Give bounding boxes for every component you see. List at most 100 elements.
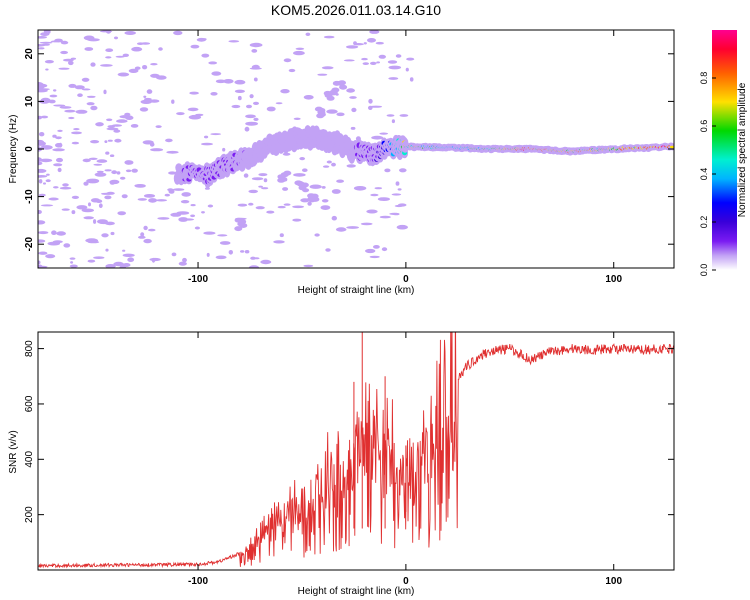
noise-speck [263, 178, 268, 183]
noise-speck [38, 175, 48, 178]
lower-blobs [298, 185, 307, 191]
spectrogram-ylabel: Frequency (Hz) [8, 115, 19, 184]
noise-speck [107, 125, 115, 129]
noise-speck [234, 79, 246, 85]
noise-speck [38, 146, 41, 149]
noise-speck [38, 179, 43, 184]
noise-speck [69, 264, 78, 268]
noise-speck [105, 56, 112, 59]
noise-speck [38, 139, 45, 145]
noise-speck [211, 71, 222, 76]
noise-speck [106, 127, 119, 131]
noise-speck [399, 114, 409, 117]
noise-speck [81, 77, 90, 82]
noise-speck [143, 194, 156, 198]
noise-speck [45, 254, 56, 259]
noise-speck [131, 168, 138, 173]
noise-speck [397, 188, 402, 191]
upper-blobs [332, 80, 341, 86]
noise-speck [81, 88, 91, 91]
noise-speck [100, 64, 113, 67]
noise-speck [251, 177, 264, 181]
noise-speck [104, 169, 112, 172]
noise-speck [43, 30, 48, 33]
noise-speck [201, 211, 205, 214]
snr-panel: -100 0 100 200 400 600 800 Height of straight … [8, 331, 675, 597]
noise-speck [71, 210, 76, 215]
noise-speck [150, 62, 158, 66]
noise-speck [409, 77, 414, 82]
noise-speck [83, 35, 95, 41]
colorbar-tick-label: 0.4 [699, 168, 709, 181]
colorbar: 0.0 0.2 0.4 0.6 0.8 Normalized spectral ampl… [699, 30, 748, 276]
noise-speck [86, 102, 95, 106]
noise-speck [43, 182, 46, 185]
noise-speck [309, 184, 322, 189]
noise-speck [96, 170, 104, 173]
noise-speck [38, 89, 48, 93]
ridge-core [669, 145, 674, 149]
noise-speck [210, 92, 218, 96]
noise-speck [375, 41, 384, 45]
noise-speck [250, 256, 256, 260]
noise-speck [371, 135, 384, 140]
snr-xlabel: Height of straight line (km) [298, 586, 415, 597]
noise-speck [335, 227, 347, 232]
noise-speck [120, 176, 126, 180]
noise-speck [261, 187, 269, 190]
snr-ytick-label: 400 [24, 451, 35, 468]
noise-speck [370, 61, 377, 65]
snr-xtick-label: 100 [605, 576, 622, 587]
noise-speck [376, 61, 380, 64]
noise-speck [83, 216, 94, 220]
spectrogram-ytick-label: -20 [24, 237, 35, 252]
noise-speck [131, 46, 143, 52]
noise-speck [391, 193, 402, 196]
noise-speck [98, 203, 103, 208]
noise-speck [61, 208, 70, 211]
noise-speck [388, 77, 399, 80]
noise-speck [38, 264, 43, 268]
noise-speck [73, 128, 80, 131]
noise-speck [336, 112, 345, 117]
noise-speck [143, 238, 152, 244]
noise-speck [258, 173, 268, 177]
noise-speck [369, 255, 380, 259]
noise-speck [204, 187, 210, 190]
noise-speck [182, 257, 187, 263]
snr-ytick-label: 800 [24, 340, 35, 357]
noise-speck [134, 66, 141, 70]
noise-speck [187, 107, 199, 112]
noise-speck [172, 188, 185, 191]
noise-speck [57, 129, 63, 132]
noise-speck [392, 212, 400, 216]
noise-speck [127, 257, 135, 263]
noise-speck [302, 168, 308, 172]
noise-speck [90, 198, 101, 203]
noise-speck [305, 32, 311, 36]
noise-speck [195, 113, 204, 117]
noise-speck [47, 241, 61, 246]
noise-speck [219, 241, 231, 245]
noise-speck [38, 220, 46, 225]
noise-speck [104, 140, 108, 144]
noise-speck [58, 232, 65, 235]
noise-speck [253, 117, 259, 121]
noise-speck [150, 148, 164, 152]
noise-speck [52, 134, 57, 138]
noise-speck [146, 89, 153, 94]
snr-ytick-label: 200 [24, 506, 35, 523]
noise-speck [88, 157, 98, 160]
noise-speck [283, 58, 292, 63]
noise-speck [349, 96, 357, 99]
noise-speck [288, 68, 296, 73]
noise-speck [215, 79, 226, 84]
noise-speck [105, 248, 109, 252]
noise-speck [45, 68, 49, 71]
figure-title: KOM5.2026.011.03.14.G10 [271, 2, 441, 18]
noise-speck [88, 202, 91, 207]
noise-speck [346, 88, 355, 93]
noise-speck [228, 40, 240, 43]
noise-speck [40, 204, 54, 207]
